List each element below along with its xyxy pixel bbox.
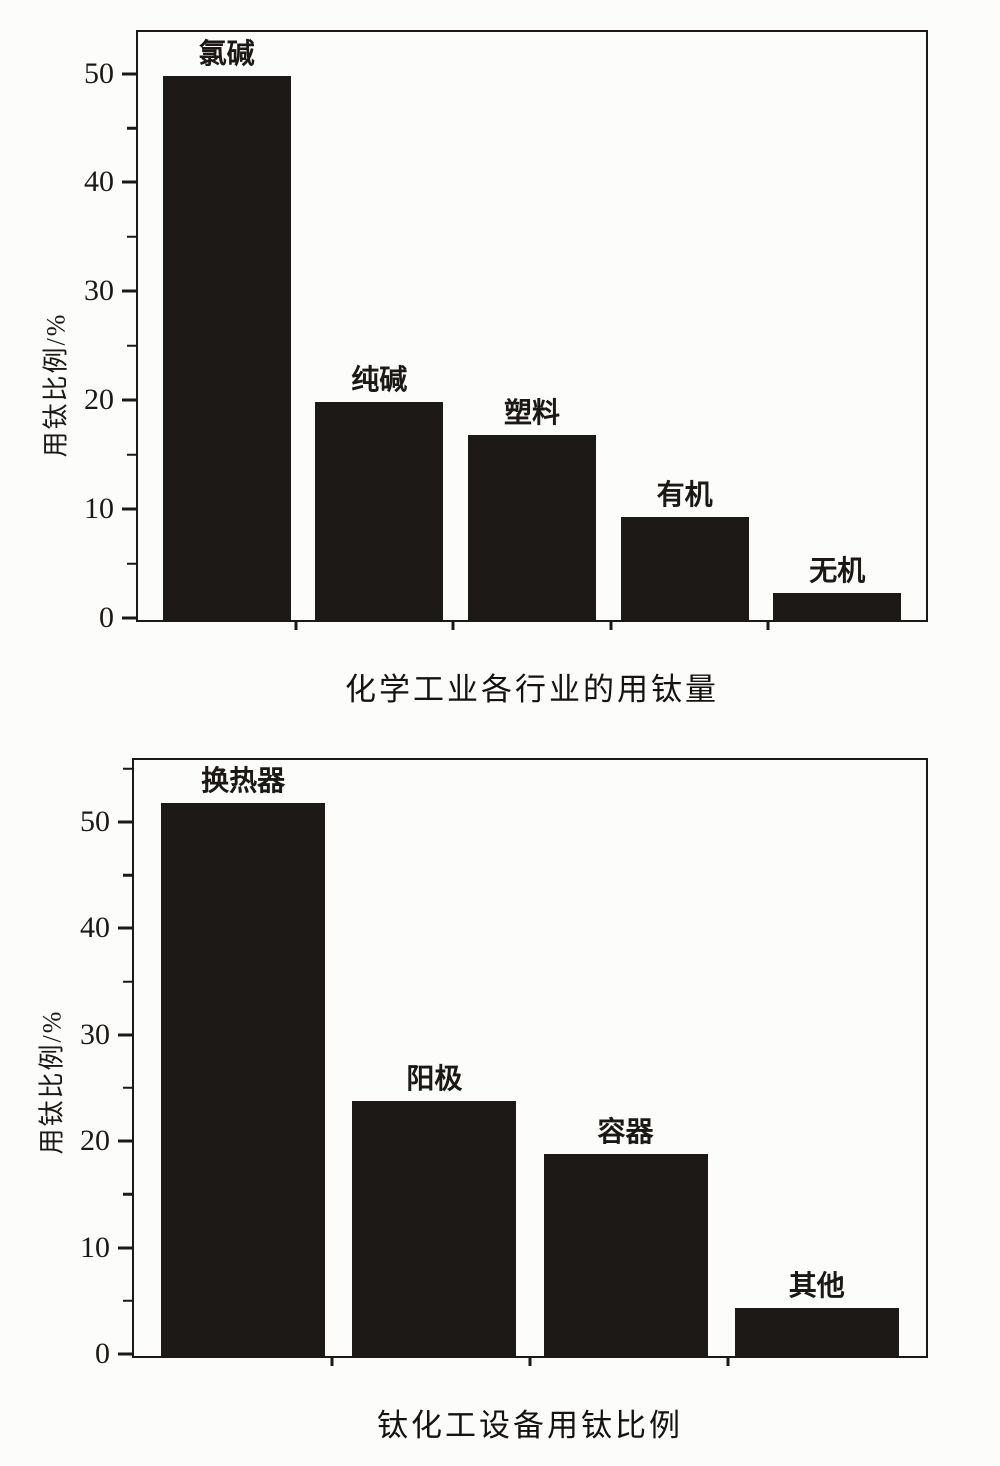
bar-其他: [734, 1308, 899, 1356]
bar-group: 有机: [620, 478, 749, 620]
plot-area: 氯碱纯碱塑料有机无机: [136, 30, 928, 630]
x-tick: [330, 1356, 334, 1366]
bar-纯碱: [315, 402, 444, 620]
y-axis-ticks: 0 10 20 30 40 50: [80, 758, 928, 1369]
y-major-tick: [122, 398, 136, 402]
y-minor-tick: [127, 562, 136, 565]
y-major-tick: [118, 1033, 132, 1037]
y-minor-tick: [123, 767, 132, 770]
chart-title: 钛化工设备用钛比例: [377, 1408, 683, 1443]
bar-category-label: 换热器: [201, 764, 286, 796]
bar-category-label: 容器: [597, 1116, 654, 1147]
y-major-tick: [118, 1352, 132, 1356]
x-tick: [726, 1356, 730, 1366]
bar-group: 其他: [734, 1270, 899, 1356]
y-tick-label: 50: [80, 804, 110, 838]
bar-category-label: 其他: [788, 1270, 845, 1302]
x-tick: [451, 620, 455, 630]
bar-category-label: 无机: [809, 554, 866, 586]
y-major-tick: [118, 820, 132, 824]
bar-group: 容器: [543, 1116, 708, 1356]
y-axis-label: 用钛比例/%: [37, 1009, 67, 1155]
bar-换热器: [161, 802, 326, 1356]
bar-group: 塑料: [467, 397, 596, 620]
x-tick: [528, 1356, 532, 1366]
bar-group: 无机: [773, 554, 902, 620]
bar-category-label: 阳极: [406, 1062, 463, 1094]
y-minor-tick: [123, 1193, 132, 1196]
bar-category-label: 有机: [656, 478, 713, 510]
bar-有机: [620, 516, 749, 620]
bar-塑料: [467, 434, 596, 620]
x-tick: [294, 620, 298, 630]
bar-容器: [543, 1153, 708, 1356]
x-tick: [766, 620, 770, 630]
y-minor-tick: [127, 235, 136, 239]
bar-group: 纯碱: [315, 364, 444, 620]
bar-无机: [773, 592, 902, 620]
y-tick-label: 0: [95, 1337, 110, 1370]
bars: 氯碱纯碱塑料有机无机: [138, 32, 926, 620]
bar-氯碱: [162, 75, 291, 620]
plot-area: 换热器阳极容器其他: [132, 758, 928, 1366]
chart-titanium-ratio-in-equipment: 用钛比例/% 换热器阳极容器其他 0 10 20 30 40 50 钛化工设备用钛比例: [38, 758, 928, 1443]
y-major-tick: [122, 72, 136, 76]
y-tick-label: 20: [84, 383, 114, 417]
y-tick-label: 40: [80, 911, 110, 945]
y-tick-label: 20: [80, 1124, 110, 1158]
y-minor-tick: [123, 1299, 132, 1303]
y-major-tick: [122, 180, 136, 184]
y-major-tick: [118, 1139, 132, 1143]
bar-group: 阳极: [352, 1062, 517, 1356]
y-minor-tick: [127, 344, 136, 348]
y-tick-label: 50: [84, 56, 114, 90]
bar-category-label: 氯碱: [198, 37, 255, 69]
chart-title: 化学工业各行业的用钛量: [345, 672, 719, 707]
y-minor-tick: [123, 873, 132, 877]
y-major-tick: [122, 289, 136, 293]
y-minor-tick: [123, 980, 132, 983]
y-tick-label: 10: [84, 492, 114, 526]
bar-阳极: [352, 1100, 517, 1356]
y-tick-label: 0: [99, 601, 114, 634]
y-axis-ticks: 0 10 20 30 40 50: [84, 30, 928, 633]
x-tick: [609, 620, 613, 630]
y-major-tick: [122, 616, 136, 620]
y-tick-label: 10: [80, 1230, 110, 1264]
y-axis-label: 用钛比例/%: [41, 312, 71, 458]
y-major-tick: [118, 1246, 132, 1250]
y-tick-label: 30: [80, 1017, 110, 1051]
bars: 换热器阳极容器其他: [134, 760, 926, 1356]
y-minor-tick: [127, 453, 136, 456]
y-minor-tick: [123, 1086, 132, 1090]
y-tick-label: 30: [84, 274, 114, 308]
bar-group: 氯碱: [162, 37, 291, 620]
chart-titanium-usage-by-chemical-industry: 用钛比例/% 氯碱纯碱塑料有机无机 0 10 20 30 40 50 化学工业各行业的用钛…: [42, 30, 928, 707]
y-major-tick: [118, 926, 132, 930]
bar-group: 换热器: [161, 764, 326, 1356]
bar-category-label: 纯碱: [351, 364, 408, 396]
y-tick-label: 40: [84, 165, 114, 199]
y-minor-tick: [127, 126, 136, 130]
y-major-tick: [122, 507, 136, 511]
bar-category-label: 塑料: [503, 397, 560, 429]
